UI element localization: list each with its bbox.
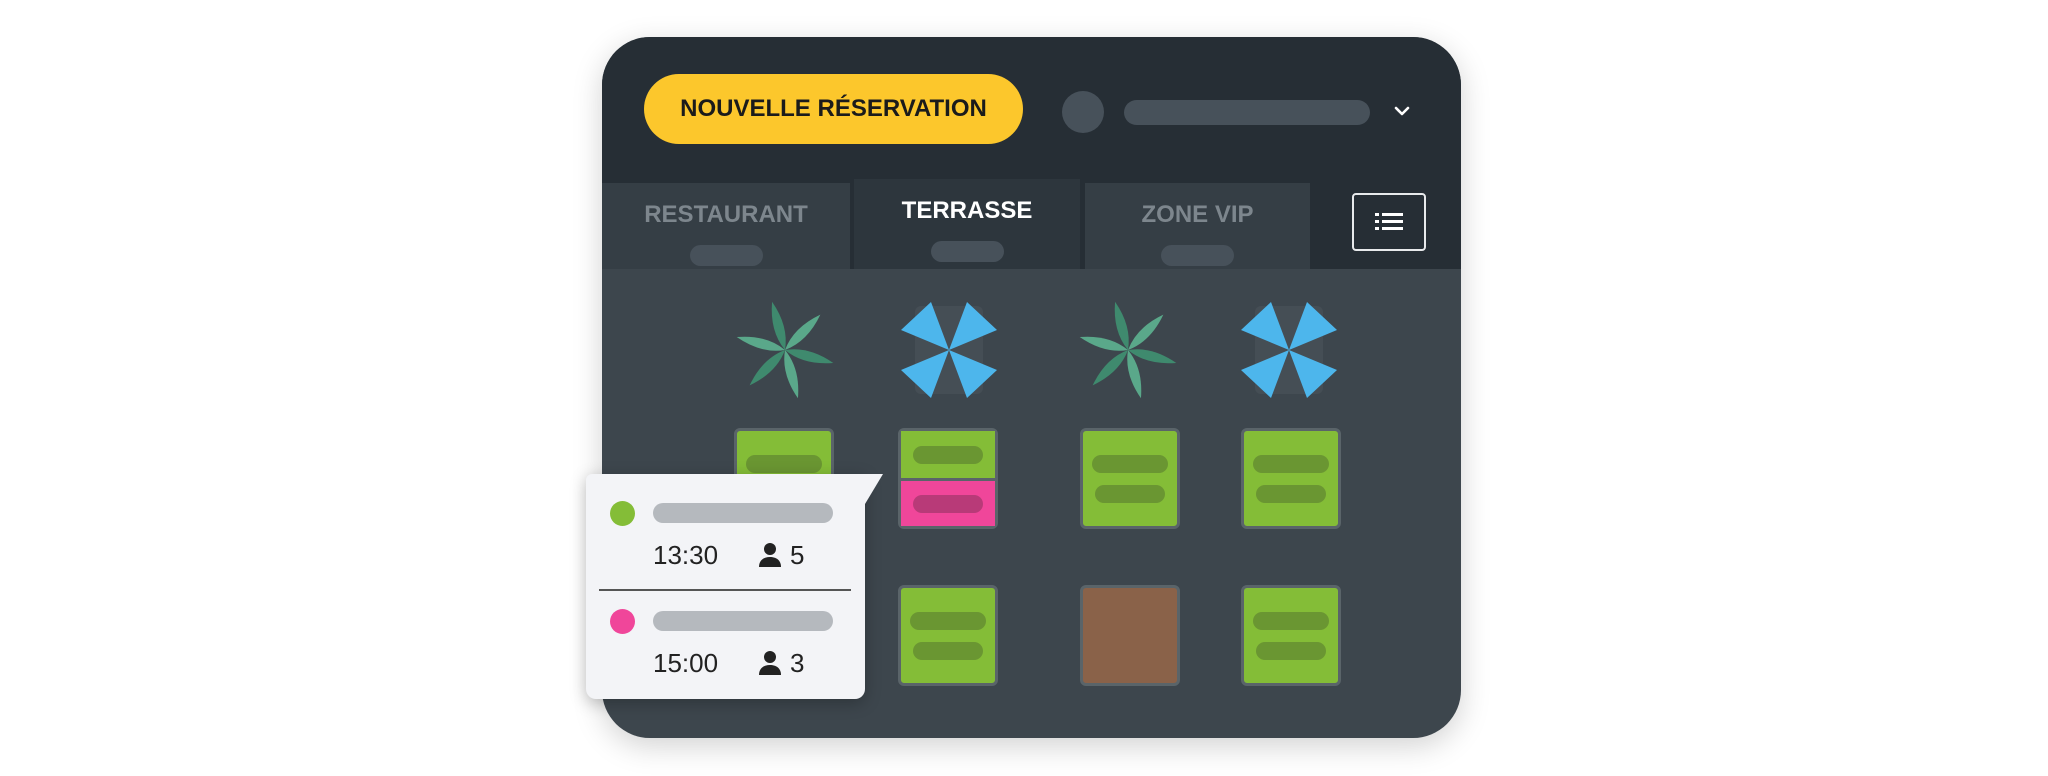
reservation-time: 13:30 [653,540,719,570]
reservation-time: 15:00 [653,648,719,678]
reservation-popup: 13:30 5 15:00 3 [586,474,883,699]
tab-count-placeholder [689,245,763,266]
guest-count: 5 [790,540,805,570]
list-icon [1375,213,1403,230]
status-dot-reserved [610,609,635,634]
plant-icon [736,301,834,399]
avatar[interactable] [1062,91,1104,133]
person-icon [759,651,781,675]
tab-zone-vip[interactable]: ZONE VIP [1085,183,1310,269]
chevron-down-icon[interactable] [1390,99,1414,123]
tab-count-placeholder [1161,245,1234,266]
table[interactable] [898,585,998,686]
list-view-button[interactable] [1352,193,1426,251]
guest-name-placeholder [653,611,833,631]
tab-count-placeholder [930,241,1004,262]
tab-terrasse[interactable]: TERRASSE [854,179,1080,269]
umbrella-icon [1241,302,1337,398]
umbrella-icon [901,302,997,398]
table-split[interactable] [898,428,998,529]
area-tabs: RESTAURANT TERRASSE ZONE VIP [602,179,1461,269]
header: NOUVELLE RÉSERVATION [602,37,1461,183]
tab-restaurant[interactable]: RESTAURANT [602,183,850,269]
tab-label: ZONE VIP [1141,201,1254,228]
divider [599,589,851,591]
plant-icon [1079,301,1177,399]
status-dot-available [610,501,635,526]
table-occupied[interactable] [1080,585,1180,686]
guest-name-placeholder [653,503,833,523]
table[interactable] [1241,428,1341,529]
person-icon [759,543,781,567]
tab-label: TERRASSE [901,197,1033,224]
new-reservation-button[interactable]: NOUVELLE RÉSERVATION [644,74,1023,144]
table[interactable] [1080,428,1180,529]
table[interactable] [1241,585,1341,686]
user-name-placeholder[interactable] [1124,100,1370,125]
floor-plan-window: NOUVELLE RÉSERVATION RESTAURANT TERRASSE… [602,37,1461,738]
tab-label: RESTAURANT [644,201,808,228]
guest-count: 3 [790,648,805,678]
